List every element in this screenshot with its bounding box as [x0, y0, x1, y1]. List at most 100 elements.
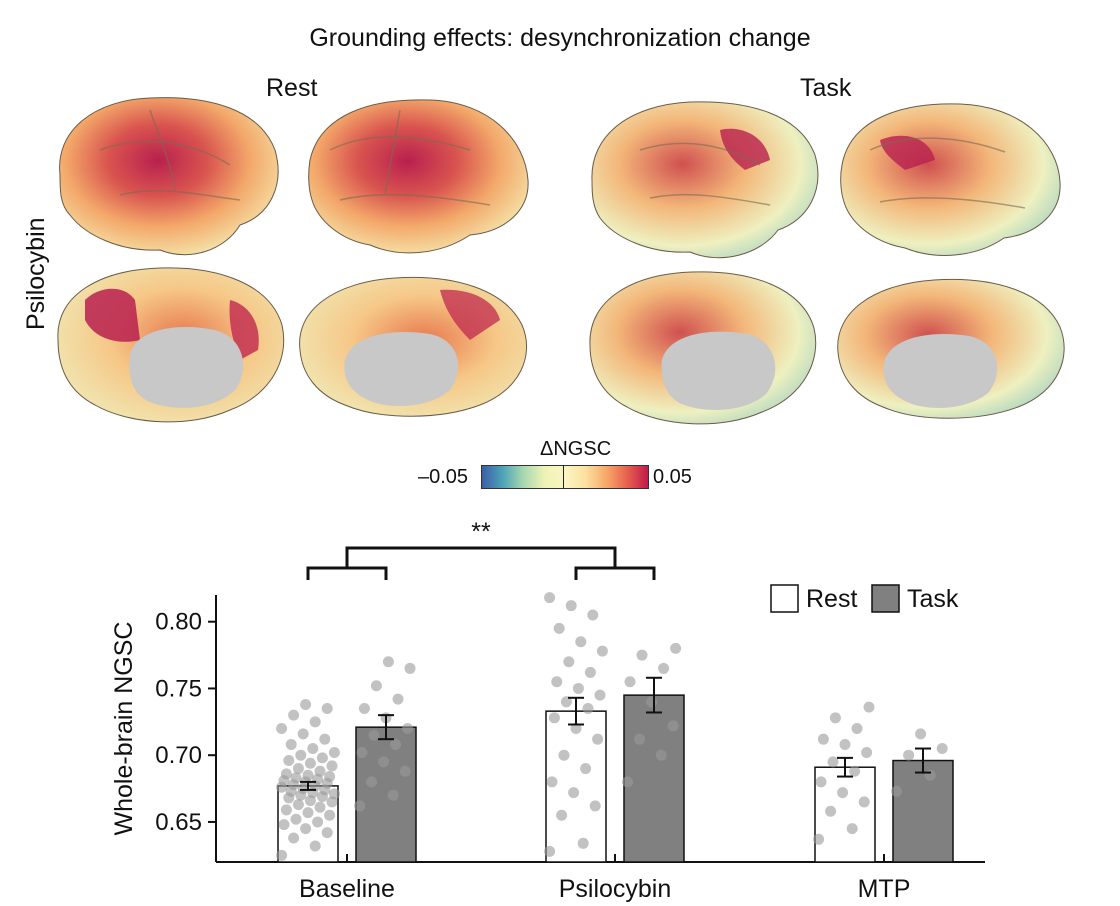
data-point [565, 600, 577, 612]
data-point [655, 749, 667, 761]
brain-rest-medial-left [57, 267, 285, 423]
data-point [829, 712, 841, 724]
brain-task-medial-right [837, 278, 1065, 419]
y-tick-label: 0.75 [155, 675, 202, 702]
data-point [658, 662, 670, 674]
colorbar-max-label: 0.05 [653, 466, 692, 488]
x-tick-label: MTP [858, 875, 911, 903]
data-point [624, 676, 636, 688]
data-point [314, 765, 326, 777]
data-point [326, 760, 338, 772]
data-point [646, 696, 658, 708]
data-point [670, 642, 682, 654]
data-point [402, 723, 414, 734]
data-point [288, 709, 300, 721]
ngsc-bar-chart: 0.80 0.75 0.70 0.65 Whole-brain NGSC Baseline… [110, 518, 985, 903]
x-tick-label: Psilocybin [559, 875, 672, 903]
data-point [570, 723, 582, 734]
colorbar-title: ΔNGSC [540, 438, 612, 460]
colorbar [481, 465, 649, 489]
data-point [390, 739, 402, 751]
brain-task-lateral-left [591, 101, 819, 259]
data-point [356, 747, 368, 759]
data-point [863, 701, 875, 713]
data-point [584, 666, 596, 678]
brain-rest-medial-right [299, 276, 527, 417]
significance-bracket-psilocybin [574, 566, 656, 580]
data-point [813, 833, 825, 845]
data-point [849, 765, 861, 777]
data-point [667, 720, 679, 732]
data-point [387, 789, 399, 801]
x-tick-label: Baseline [299, 875, 395, 903]
data-point [551, 676, 563, 688]
data-point [558, 749, 570, 761]
column-title-task: Task [800, 74, 852, 102]
data-point [324, 771, 336, 783]
data-point [300, 698, 312, 710]
data-point [572, 682, 584, 694]
legend-label-rest: Rest [806, 585, 857, 613]
data-point [309, 840, 321, 852]
data-point [577, 837, 589, 849]
brain-maps [57, 97, 1065, 425]
legend-label-task: Task [907, 585, 959, 613]
data-point [328, 788, 340, 800]
data-point [324, 809, 336, 821]
data-point [312, 816, 324, 828]
colorbar-zero-tick [563, 465, 564, 489]
data-point [582, 702, 594, 714]
y-tick-label: 0.80 [155, 609, 202, 636]
data-point [368, 729, 380, 741]
data-point [553, 622, 565, 634]
data-point [622, 776, 634, 788]
data-point [328, 747, 340, 759]
data-point [292, 763, 304, 775]
data-point [321, 827, 333, 839]
data-point [560, 696, 572, 708]
data-point [404, 662, 416, 674]
data-point [837, 787, 849, 799]
data-point [278, 819, 290, 831]
data-point [290, 772, 302, 784]
data-point [302, 807, 314, 819]
data-point [309, 716, 321, 728]
bar-task-mtp [892, 759, 954, 863]
figure-title: Grounding effects: desynchronization cha… [309, 24, 811, 52]
data-point [290, 813, 302, 825]
data-point [304, 757, 316, 769]
column-title-rest: Rest [266, 74, 318, 102]
brain-task-lateral-right [840, 103, 1061, 256]
data-point [546, 776, 558, 788]
data-point [300, 823, 312, 835]
data-point [592, 733, 604, 745]
data-point [636, 649, 648, 661]
data-point [280, 768, 292, 780]
data-point [839, 739, 851, 751]
data-point [378, 756, 390, 768]
data-point [288, 832, 300, 844]
data-point [851, 723, 863, 734]
y-tick-label: 0.65 [155, 809, 202, 836]
data-point [924, 769, 936, 781]
data-point [366, 776, 378, 788]
data-point [891, 785, 903, 797]
data-point [314, 801, 326, 813]
data-point [280, 804, 292, 816]
legend-swatch-task [871, 584, 900, 613]
data-point [544, 592, 556, 604]
data-point [354, 800, 366, 812]
data-point [817, 733, 829, 745]
data-point [568, 787, 580, 799]
data-point [382, 656, 394, 668]
data-point [596, 645, 608, 657]
data-point [276, 849, 288, 861]
data-point [846, 823, 858, 835]
bar-task-psilocybin [623, 694, 685, 863]
data-point [858, 796, 870, 808]
data-point [297, 728, 309, 740]
data-point [903, 749, 915, 761]
data-point [285, 739, 297, 751]
data-point [936, 743, 948, 755]
data-point [589, 800, 601, 812]
